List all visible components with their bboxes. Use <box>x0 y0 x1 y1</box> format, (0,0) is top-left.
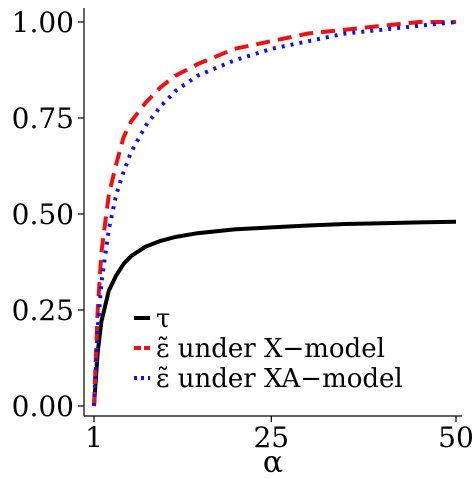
legend-label: ε̃ under XA−model <box>156 364 403 394</box>
series-lines <box>92 20 457 407</box>
legend-label: ε̃ under X−model <box>156 334 385 364</box>
x-tick-label: 50 <box>438 421 474 454</box>
axes: 0.00 0.25 0.50 0.75 1.00 1 25 50 α <box>12 6 474 479</box>
y-tick-label: 1.00 <box>12 6 74 39</box>
series-line-2 <box>92 20 456 407</box>
y-tick-label: 0.25 <box>12 294 74 327</box>
y-tick-label: 0.50 <box>12 198 74 231</box>
x-tick-label: 1 <box>85 421 103 454</box>
x-axis-ticks: 1 25 50 <box>85 416 474 454</box>
y-axis-ticks: 0.00 0.25 0.50 0.75 1.00 <box>12 6 84 423</box>
legend-label: τ <box>156 304 170 334</box>
y-tick-label: 0.75 <box>12 102 74 135</box>
x-tick-label: 25 <box>253 421 289 454</box>
series-line-1 <box>92 219 457 407</box>
x-axis-title: α <box>263 445 283 479</box>
y-tick-label: 0.00 <box>12 390 74 423</box>
